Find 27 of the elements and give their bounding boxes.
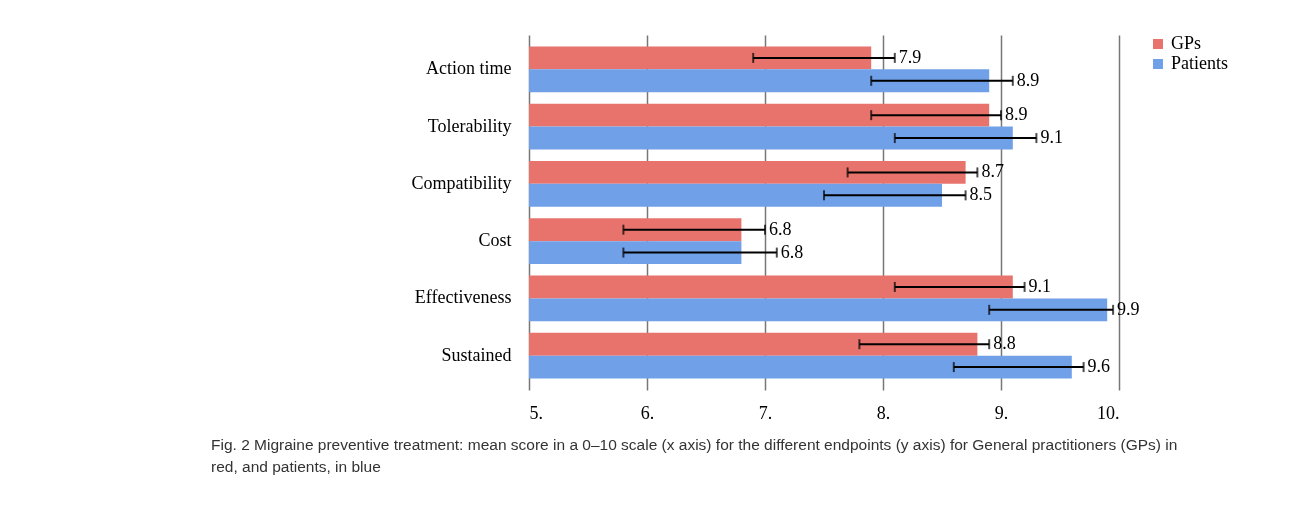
data-label: 9.6 [1087,356,1111,377]
data-label: 8.7 [981,161,1004,182]
data-label: 9.1 [1028,275,1052,296]
caption: Fig. 2 Migraine preventive treatment: mean score in a 0–10 scale (x axis) for the different endpoints (y axis) for General practitioners (GPs) in red, and patients, in blue [211,436,1178,475]
y-tick-label: Action time [426,58,512,79]
y-tick-label: Sustained [441,344,512,365]
data-label: 8.5 [969,184,993,205]
x-tick-label: 10. [1097,402,1120,423]
data-label: 9.9 [1117,298,1140,319]
data-label: 8.9 [1016,69,1040,90]
x-tick-label: 6. [640,402,655,423]
x-tick-label: 5. [529,402,543,423]
data-label: 6.8 [769,218,792,239]
data-label: 6.8 [780,241,804,262]
y-tick-label: Tolerability [427,115,512,136]
y-tick-label: Effectiveness [414,287,512,308]
data-label: 9.1 [1040,127,1063,148]
legend-label: GPs [1171,33,1202,53]
y-tick-label: Cost [478,230,512,251]
data-label: 8.9 [1005,104,1028,125]
x-tick-label: 9. [994,402,1009,423]
legend-label: Patients [1171,53,1228,73]
y-tick-label: Compatibility [411,172,512,193]
x-tick-label: 7. [758,402,773,423]
data-label: 8.8 [993,333,1016,354]
data-label: 7.9 [898,46,922,67]
x-tick-label: 8. [876,402,891,423]
